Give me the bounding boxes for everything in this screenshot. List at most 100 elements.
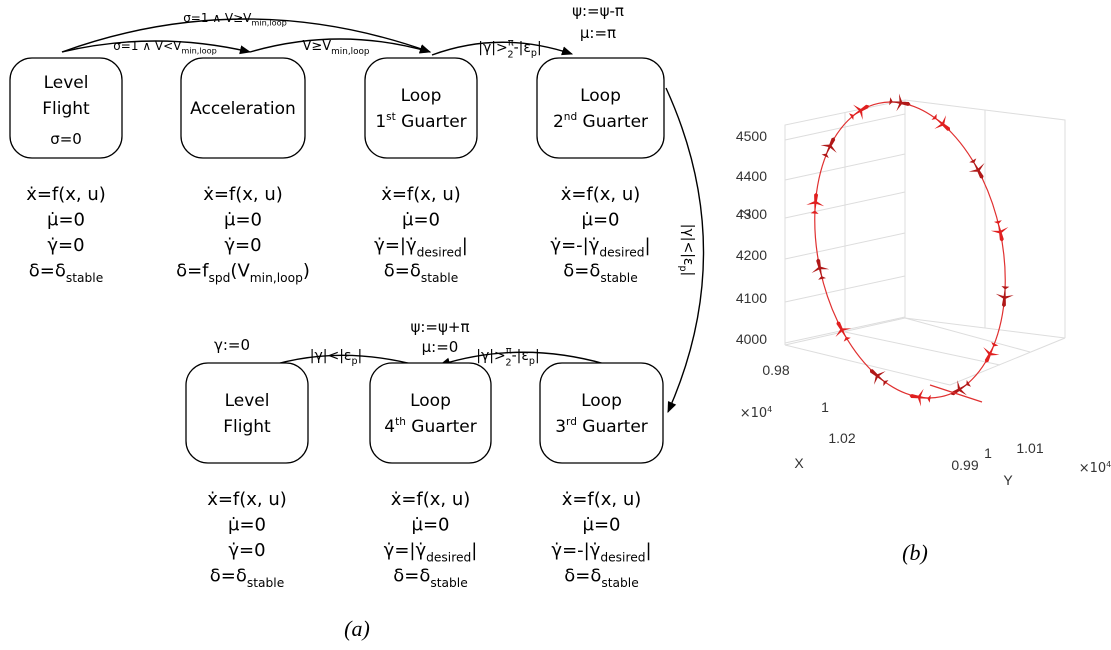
text-line: |γ|<|εp| [310,348,363,367]
subscript: min,loop [181,46,216,56]
text-line: σ=1 ∧ V<Vmin,loop [113,39,217,56]
z-axis-label: Z [737,208,753,217]
text: Level [225,391,270,411]
text-line: γ̇=0 [228,540,265,561]
text: δ=f [176,261,209,282]
z-tick-label: 4500 [736,128,767,144]
superscript: th [395,416,406,428]
y-axis-label: Y [1003,472,1013,488]
text-line: γ̇=0 [224,235,261,256]
text: Loop [580,86,621,106]
text: γ̇=|γ̇ [374,235,417,256]
text-line: μ:=π [580,24,616,42]
aircraft [829,317,855,345]
text: Guarter [396,112,467,132]
text: ẋ=f(x, u) [381,184,461,205]
aircraft [995,285,1015,308]
text-line: δ=δstable [393,566,467,590]
text-line: μ̇=0 [47,210,85,231]
subscript: min,loop [251,18,286,28]
text-line: μ̇=0 [228,515,266,536]
text: 2 [553,112,564,132]
aircraft [809,256,831,281]
text: Loop [410,391,451,411]
text-line: Acceleration [190,99,296,119]
x-tick-label: 0.98 [762,362,789,378]
text: σ=1 ∧ V≥V [183,11,252,25]
text-line: μ̇=0 [582,210,620,231]
trajectory [778,74,1041,426]
aircraft [817,133,843,161]
superscript: rd [566,416,577,428]
text: ψ:=ψ+π [410,318,469,336]
text: |γ|<|ε [310,348,352,364]
text: ẋ=f(x, u) [561,184,641,205]
text: | [462,235,468,256]
aircraft [908,387,932,408]
text: V≥V [302,39,331,54]
aircraft [806,192,826,215]
state-box [370,363,491,463]
text-line: ψ:=ψ-π [572,2,624,20]
text-line: ẋ=f(x, u) [391,489,471,510]
text-line: Flight [223,417,271,437]
text-line: δ=δstable [29,261,103,285]
x-axis-label: X [794,455,804,471]
text-line: δ=δstable [384,261,458,285]
text: -|ε [514,40,531,56]
exit-path [930,385,982,402]
superscript: nd [564,111,577,123]
text-line: ẋ=f(x, u) [562,489,642,510]
figure: LevelFlightσ=0ẋ=f(x, u)μ̇=0γ̇=0δ=δstable… [0,0,1111,650]
x-tick-label: 1 [821,399,829,415]
text: -|ε [512,348,529,364]
text: γ:=0 [214,336,250,354]
text: δ=δ [564,566,601,587]
superscript: 4 [767,405,772,414]
text: μ:=π [580,24,616,42]
text: ×10 [740,406,767,421]
subscript: min,loop [250,271,303,285]
subscript: min,loop [331,47,370,57]
subscript: stable [430,576,467,590]
plot-frame [785,100,1065,385]
text: μ̇=0 [412,515,450,536]
text: ẋ=f(x, u) [391,489,471,510]
text: μ̇=0 [224,210,262,231]
subscript: stable [601,576,638,590]
text: μ̇=0 [583,515,621,536]
text-line: ẋ=f(x, u) [381,184,461,205]
text-line: σ=1 ∧ V≥Vmin,loop [183,11,287,28]
text-line: Level [225,391,270,411]
text-line: μ̇=0 [224,210,262,231]
text: | [646,540,652,561]
text: ψ:=ψ-π [572,2,624,20]
text: σ=0 [50,130,82,148]
text-line: γ̇=|γ̇desired| [374,235,468,259]
superscript: 4 [1106,460,1111,469]
y-tick-label: 0.99 [951,457,978,473]
text-line: μ̇=0 [583,515,621,536]
text: Loop [401,86,442,106]
text-line: γ:=0 [214,336,250,354]
subscript: desired [599,245,644,259]
text-line: Loop [410,391,451,411]
text: σ=1 ∧ V<V [113,39,182,53]
text: μ:=0 [422,338,459,356]
y-tick-label: 1 [984,445,992,461]
text: γ̇=0 [224,235,261,256]
text: μ̇=0 [228,515,266,536]
text: (V [230,261,250,282]
subscript: spd [209,271,231,285]
text: ẋ=f(x, u) [26,184,106,205]
caption: (b) [902,540,928,565]
text: μ̇=0 [402,210,440,231]
text: ) [303,261,310,282]
text: γ̇=|γ̇ [384,540,427,561]
text-line: ẋ=f(x, u) [203,184,283,205]
state-box [537,58,664,158]
aircraft [964,155,990,183]
text: δ=δ [563,261,600,282]
text: |γ|> [478,40,507,56]
text: γ̇=0 [47,235,84,256]
